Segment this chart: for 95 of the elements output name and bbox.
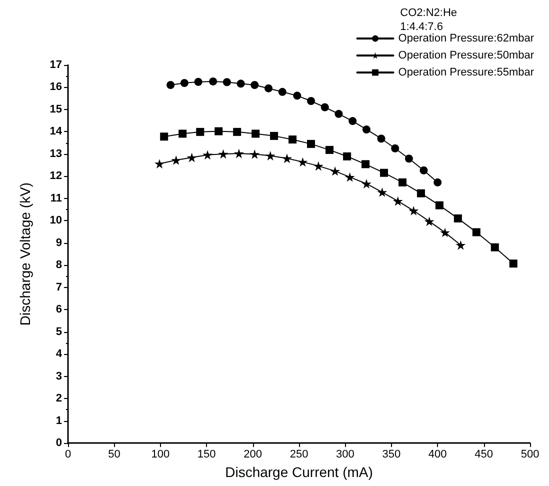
- point: [234, 148, 244, 158]
- point: [209, 77, 218, 86]
- point: [186, 152, 197, 162]
- y-tick-label: 12: [50, 170, 62, 182]
- point: [214, 127, 223, 136]
- x-axis-title: Discharge Current (mA): [225, 464, 373, 480]
- y-tick-label: 1: [56, 414, 62, 427]
- point: [166, 81, 175, 90]
- point: [377, 187, 388, 197]
- point: [282, 154, 292, 164]
- point: [307, 97, 316, 106]
- y-tick-label: 2: [56, 392, 62, 405]
- point: [233, 128, 242, 136]
- y-tick-label: 10: [50, 214, 62, 227]
- point: [454, 214, 462, 222]
- point: [509, 260, 518, 268]
- point: [344, 172, 355, 182]
- point: [343, 152, 352, 160]
- x-tick-label: 250: [290, 448, 308, 460]
- point: [307, 140, 316, 148]
- point: [160, 132, 168, 141]
- y-tick-label: 5: [56, 326, 62, 338]
- point: [222, 78, 231, 86]
- x-tick-label: 350: [382, 448, 401, 460]
- point: [313, 161, 324, 171]
- point: [392, 196, 403, 206]
- point: [278, 88, 286, 96]
- point: [377, 134, 386, 143]
- y-tick-label: 17: [50, 59, 62, 71]
- y-tick-label: 8: [56, 259, 62, 272]
- point: [171, 155, 182, 165]
- x-tick-label: 150: [197, 448, 216, 460]
- point: [408, 206, 419, 216]
- point: [420, 166, 428, 174]
- legend-label: Operation Pressure:55mbar: [398, 66, 534, 78]
- point: [391, 144, 400, 152]
- point: [362, 160, 370, 168]
- point: [178, 130, 187, 138]
- point: [330, 166, 340, 176]
- legend-title: CO2:N2:He 1:4.4:7.6: [400, 7, 458, 33]
- point: [298, 157, 308, 167]
- x-tick-label: 50: [108, 448, 120, 460]
- y-tick-label: 3: [56, 370, 62, 382]
- x-tick-label: 500: [520, 448, 540, 460]
- point: [362, 125, 370, 134]
- point: [404, 154, 413, 163]
- point: [334, 110, 343, 118]
- point: [440, 228, 450, 238]
- point: [196, 128, 204, 136]
- point: [264, 84, 273, 92]
- point: [236, 80, 245, 88]
- x-tick-label: 100: [151, 448, 170, 460]
- point: [202, 150, 213, 160]
- point: [250, 149, 260, 159]
- y-tick-label: 15: [50, 103, 62, 116]
- point: [320, 103, 329, 112]
- point: [434, 178, 442, 186]
- y-axis-title: Discharge Voltage (kV): [17, 182, 33, 326]
- y-tick-label: 11: [50, 192, 62, 204]
- y-tick-label: 16: [50, 81, 62, 94]
- point: [288, 135, 297, 144]
- y-tick-label: 4: [56, 348, 63, 360]
- y-tick-label: 9: [56, 236, 62, 249]
- point: [293, 92, 302, 100]
- point: [472, 228, 480, 236]
- y-tick-label: 14: [50, 126, 63, 138]
- point: [348, 117, 357, 126]
- point: [194, 78, 202, 86]
- legend-label: Operation Pressure:62mbar: [398, 32, 534, 44]
- x-tick-label: 400: [428, 448, 447, 460]
- x-tick-label: 300: [336, 448, 354, 460]
- point: [435, 201, 444, 210]
- x-tick-label: 450: [474, 448, 493, 460]
- point: [325, 146, 334, 154]
- point: [456, 240, 466, 250]
- x-tick-label: 0: [64, 448, 72, 460]
- point: [398, 178, 406, 186]
- point: [218, 149, 228, 159]
- point: [361, 178, 372, 188]
- x-tick-label: 200: [244, 448, 262, 460]
- y-tick-label: 13: [50, 148, 62, 160]
- point: [424, 216, 434, 226]
- point: [154, 158, 164, 168]
- point: [265, 150, 276, 160]
- point: [250, 81, 259, 90]
- point: [252, 130, 260, 138]
- point: [270, 132, 278, 140]
- point: [180, 79, 188, 88]
- y-tick-label: 6: [56, 304, 62, 316]
- point: [380, 168, 388, 177]
- y-tick-label: 7: [56, 281, 62, 294]
- legend-label: Operation Pressure:50mbar: [398, 50, 534, 62]
- point: [416, 189, 425, 198]
- y-tick-label: 0: [56, 437, 62, 449]
- point: [490, 243, 499, 252]
